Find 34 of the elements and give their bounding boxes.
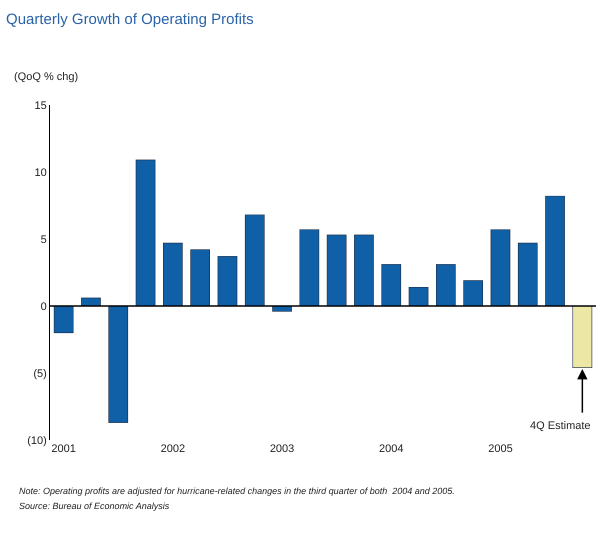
x-tick-label: 2003 bbox=[270, 443, 294, 455]
annotation: 4Q Estimate bbox=[530, 420, 591, 432]
bar bbox=[108, 306, 128, 423]
bar bbox=[490, 229, 510, 306]
bar bbox=[136, 160, 156, 306]
y-axis-title: (QoQ % chg) bbox=[14, 71, 78, 83]
x-tick-label: 2002 bbox=[160, 443, 186, 455]
y-tick-label: 15 bbox=[34, 100, 47, 112]
x-tick-label: 2005 bbox=[488, 443, 513, 455]
bar bbox=[326, 234, 347, 306]
bar bbox=[354, 234, 374, 306]
bar bbox=[463, 280, 484, 306]
bar bbox=[218, 256, 238, 306]
chart-title: Quarterly Growth of Operating Profits bbox=[6, 10, 254, 28]
x-tick-label: 2004 bbox=[379, 443, 404, 455]
bar bbox=[300, 229, 320, 306]
bar bbox=[81, 298, 101, 306]
bar bbox=[54, 306, 74, 334]
bar bbox=[190, 249, 210, 306]
y-tick-label: 10 bbox=[34, 166, 47, 179]
y-tick-label: (10) bbox=[27, 434, 47, 447]
bar bbox=[381, 264, 402, 306]
bar bbox=[436, 264, 456, 306]
y-tick-label: 5 bbox=[40, 234, 47, 246]
y-tick-label: (5) bbox=[33, 368, 47, 380]
source-note: Source: Bureau of Economic Analysis bbox=[19, 501, 170, 511]
bar bbox=[518, 242, 538, 306]
text: Note: Operating profits are adjusted for hurricane-related changes in the third quarter of both 2004 and 2005. bbox=[19, 486, 455, 496]
y-tick-label: 0 bbox=[40, 300, 47, 313]
bar bbox=[545, 196, 565, 306]
bar bbox=[408, 286, 428, 306]
x-tick-label: 2001 bbox=[51, 443, 76, 455]
bar bbox=[163, 242, 183, 306]
bar bbox=[244, 214, 265, 306]
